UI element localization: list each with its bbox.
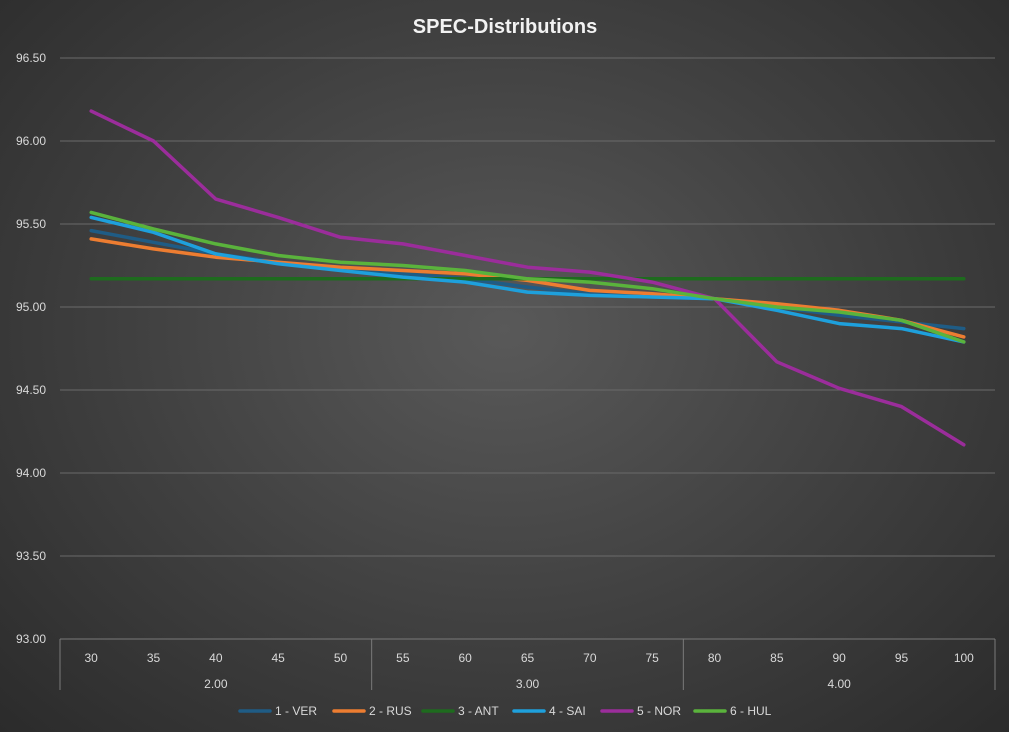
- y-tick-label: 96.50: [16, 51, 46, 65]
- x-tick-label: 70: [583, 651, 597, 665]
- x-tick-label: 85: [770, 651, 784, 665]
- x-group-label: 4.00: [827, 677, 851, 691]
- series-line-6-hul: [89, 210, 966, 344]
- legend-item[interactable]: 3 - ANT: [421, 704, 499, 718]
- y-tick-label: 93.50: [16, 549, 46, 563]
- x-tick-label: 95: [895, 651, 909, 665]
- legend-label: 6 - HUL: [730, 704, 772, 718]
- x-tick-label: 65: [521, 651, 535, 665]
- legend-item[interactable]: 5 - NOR: [600, 704, 681, 718]
- y-axis: 93.00 93.50 94.00 94.50 95.00 95.50 96.00 96.50: [16, 51, 46, 646]
- x-tick-label: 60: [458, 651, 472, 665]
- x-tick-label: 40: [209, 651, 223, 665]
- x-tick-label: 55: [396, 651, 410, 665]
- x-tick-label: 75: [645, 651, 659, 665]
- y-tick-label: 95.50: [16, 217, 46, 231]
- x-tick-label: 90: [832, 651, 846, 665]
- legend-label: 5 - NOR: [637, 704, 681, 718]
- grid-lines: [60, 57, 995, 557]
- y-tick-label: 96.00: [16, 134, 46, 148]
- y-tick-label: 94.50: [16, 383, 46, 397]
- x-tick-label: 30: [84, 651, 98, 665]
- legend-item[interactable]: 2 - RUS: [332, 704, 412, 718]
- legend-label: 2 - RUS: [369, 704, 412, 718]
- legend: 1 - VER 2 - RUS 3 - ANT 4 - SAI 5 - NOR 6 - H…: [238, 704, 772, 718]
- x-tick-label: 100: [954, 651, 974, 665]
- y-tick-label: 95.00: [16, 300, 46, 314]
- legend-label: 3 - ANT: [458, 704, 499, 718]
- x-tick-label: 35: [147, 651, 161, 665]
- legend-item[interactable]: 6 - HUL: [693, 704, 772, 718]
- series-line-5-nor: [89, 109, 966, 447]
- x-axis: 30 35 40 45 50 55 60 65 70 75 80 85 90 95 100 2.00 3.00 4…: [59, 638, 996, 691]
- y-tick-label: 94.00: [16, 466, 46, 480]
- series-lines: [89, 109, 966, 447]
- y-tick-label: 93.00: [16, 632, 46, 646]
- chart-title: SPEC-Distributions: [413, 16, 597, 38]
- x-tick-label: 50: [334, 651, 348, 665]
- x-tick-label: 80: [708, 651, 722, 665]
- legend-label: 1 - VER: [275, 704, 317, 718]
- x-tick-label: 45: [271, 651, 285, 665]
- legend-label: 4 - SAI: [549, 704, 586, 718]
- x-group-label: 3.00: [516, 677, 540, 691]
- x-group-label: 2.00: [204, 677, 228, 691]
- series-line-4-sai: [89, 215, 966, 344]
- legend-item[interactable]: 1 - VER: [238, 704, 317, 718]
- legend-item[interactable]: 4 - SAI: [512, 704, 586, 718]
